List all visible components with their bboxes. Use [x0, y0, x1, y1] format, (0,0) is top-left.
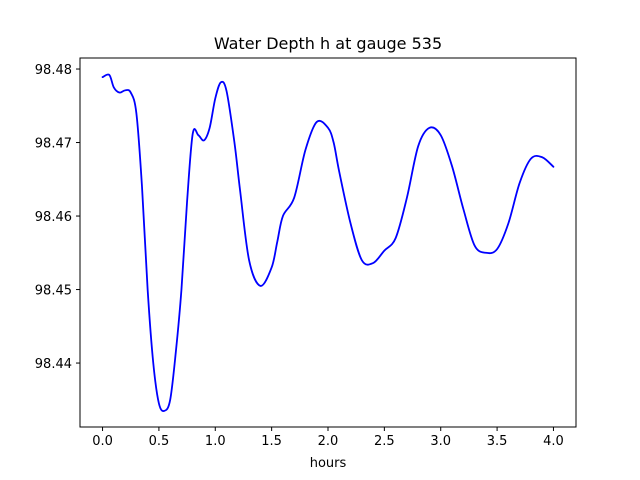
x-tick-label: 3.5	[487, 434, 508, 449]
plot-frame	[79, 57, 577, 428]
x-tick-label: 4.0	[543, 434, 564, 449]
y-tick-label: 98.47	[35, 137, 72, 152]
series-line	[101, 73, 555, 412]
x-axis-label: hours	[310, 456, 347, 471]
chart-title: Water Depth h at gauge 535	[214, 34, 442, 53]
y-tick-label: 98.48	[35, 63, 72, 78]
x-tick-label: 2.0	[318, 434, 339, 449]
axis-ticks: 0.0 0.5 1.0 1.5 2.0 2.5 3.0 3.5 4.0 98.44 98.45 98.…	[35, 63, 564, 449]
x-tick-label: 1.0	[205, 434, 226, 449]
x-tick-label: 0.0	[92, 434, 113, 449]
y-tick-label: 98.45	[35, 284, 72, 299]
x-tick-label: 3.0	[430, 434, 451, 449]
x-tick-label: 2.5	[374, 434, 395, 449]
x-tick-label: 1.5	[261, 434, 282, 449]
x-tick-label: 0.5	[149, 434, 170, 449]
y-tick-label: 98.44	[35, 357, 72, 372]
y-tick-label: 98.46	[35, 210, 72, 225]
